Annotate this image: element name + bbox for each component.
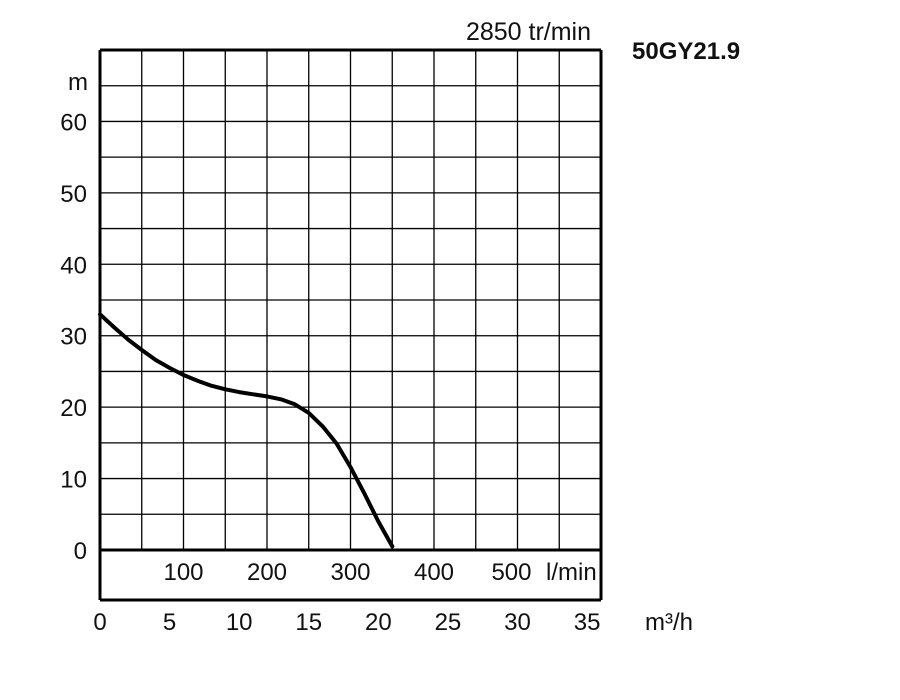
x-tick-label-m3h: 20 <box>365 609 392 636</box>
chart-title: 50GY21.9 <box>632 38 740 65</box>
x-tick-label-m3h: 0 <box>93 609 106 636</box>
tick-layer: 0 10 20 30 40 50 60 100 200 300 400 500 0 5 10 15 20 25 30… <box>60 109 600 636</box>
performance-curve <box>98 312 395 549</box>
x-tick-label-lmin: 200 <box>247 559 287 586</box>
y-tick-label: 50 <box>60 181 87 208</box>
x-tick-label-lmin: 400 <box>414 559 454 586</box>
x-tick-label-m3h: 10 <box>226 609 253 636</box>
speed-label: 2850 tr/min <box>466 18 591 46</box>
y-tick-label: 60 <box>60 109 87 136</box>
y-tick-label: 0 <box>74 538 87 565</box>
y-tick-label: 10 <box>60 467 87 494</box>
x-tick-label-m3h: 5 <box>163 609 176 636</box>
x-tick-label-lmin: 500 <box>491 559 531 586</box>
y-tick-label: 20 <box>60 395 87 422</box>
x-axis-label-m3h: m³/h <box>645 609 693 636</box>
x-tick-label-m3h: 25 <box>435 609 462 636</box>
y-tick-label: 40 <box>60 252 87 279</box>
x-tick-label-lmin: 300 <box>330 559 370 586</box>
curve-layer <box>98 312 395 549</box>
y-tick-label: 30 <box>60 324 87 351</box>
y-axis-label: m <box>68 69 88 96</box>
x-tick-label-m3h: 35 <box>574 609 601 636</box>
x-axis-label-lmin: l/min <box>546 559 597 586</box>
x-tick-label-lmin: 100 <box>163 559 203 586</box>
x-tick-label-m3h: 15 <box>295 609 322 636</box>
grid <box>98 48 603 602</box>
x-tick-label-m3h: 30 <box>504 609 531 636</box>
